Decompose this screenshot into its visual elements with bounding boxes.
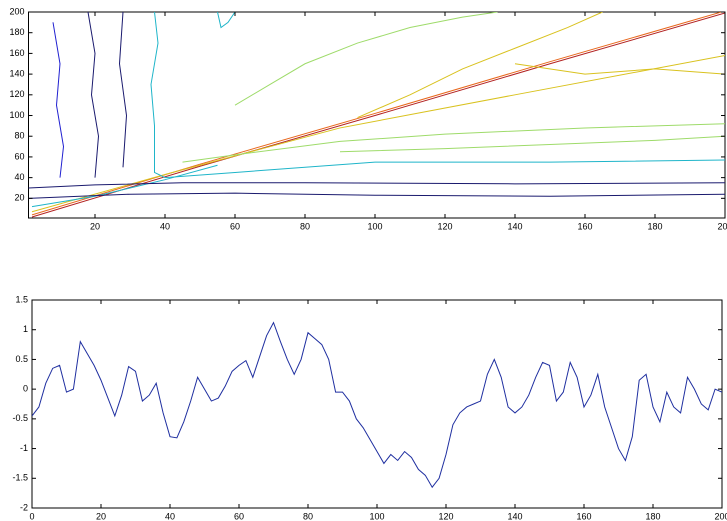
x-tick-label: 100 — [369, 511, 384, 521]
y-tick-label: 20 — [14, 193, 24, 203]
plot-area — [32, 321, 722, 489]
y-tick-label: 60 — [14, 151, 24, 161]
y-tick-label: 100 — [9, 110, 24, 120]
contour-line — [150, 12, 725, 179]
x-tick-label: 180 — [645, 511, 660, 521]
x-tick-label: 0 — [29, 511, 34, 521]
y-tick-label: 0.5 — [15, 354, 28, 364]
contour-line — [118, 12, 128, 168]
x-tick-label: 120 — [438, 511, 453, 521]
y-tick-label: 140 — [9, 68, 24, 78]
y-tick-label: 0 — [23, 384, 28, 394]
y-tick-label: -2 — [20, 502, 28, 512]
contour-line — [28, 192, 725, 199]
x-tick-label: 60 — [234, 511, 244, 521]
contour-line — [357, 12, 603, 119]
y-tick-label: -0.5 — [12, 413, 28, 423]
y-tick-label: -1 — [20, 443, 28, 453]
x-tick-label: 160 — [577, 221, 592, 231]
y-tick-label: 1.5 — [15, 294, 28, 304]
plot-area — [28, 12, 725, 218]
y-tick-label: 120 — [9, 89, 24, 99]
x-tick-label: 80 — [300, 221, 310, 231]
contour-line — [217, 12, 236, 29]
x-tick-label: 100 — [367, 221, 382, 231]
x-tick-label: 120 — [437, 221, 452, 231]
x-tick-label: 200 — [717, 221, 727, 231]
contour-line — [52, 22, 65, 178]
x-tick-label: 200 — [714, 511, 727, 521]
contour-line — [31, 12, 724, 216]
y-tick-label: 160 — [9, 48, 24, 58]
contour-line — [234, 12, 498, 106]
y-tick-label: 200 — [9, 6, 24, 16]
contour-line — [182, 123, 725, 163]
x-tick-label: 80 — [303, 511, 313, 521]
y-tick-label: 1 — [23, 324, 28, 334]
x-tick-label: 140 — [507, 511, 522, 521]
contour-line — [514, 63, 725, 75]
x-tick-label: 160 — [576, 511, 591, 521]
y-tick-label: 180 — [9, 27, 24, 37]
x-tick-label: 60 — [230, 221, 240, 231]
contour-line — [31, 12, 725, 218]
y-tick-label: -1.5 — [12, 473, 28, 483]
x-tick-label: 20 — [90, 221, 100, 231]
x-tick-label: 40 — [165, 511, 175, 521]
axes-frame — [31, 299, 723, 509]
contour-line — [31, 164, 218, 208]
x-tick-label: 140 — [507, 221, 522, 231]
contour-line — [31, 54, 725, 213]
y-tick-label: 80 — [14, 131, 24, 141]
contour-line — [339, 135, 725, 153]
y-tick-label: 40 — [14, 172, 24, 182]
data-line — [32, 321, 722, 489]
contour-line — [28, 182, 725, 189]
x-tick-label: 20 — [96, 511, 106, 521]
x-tick-label: 40 — [160, 221, 170, 231]
x-tick-label: 180 — [647, 221, 662, 231]
contour-line — [87, 12, 100, 178]
